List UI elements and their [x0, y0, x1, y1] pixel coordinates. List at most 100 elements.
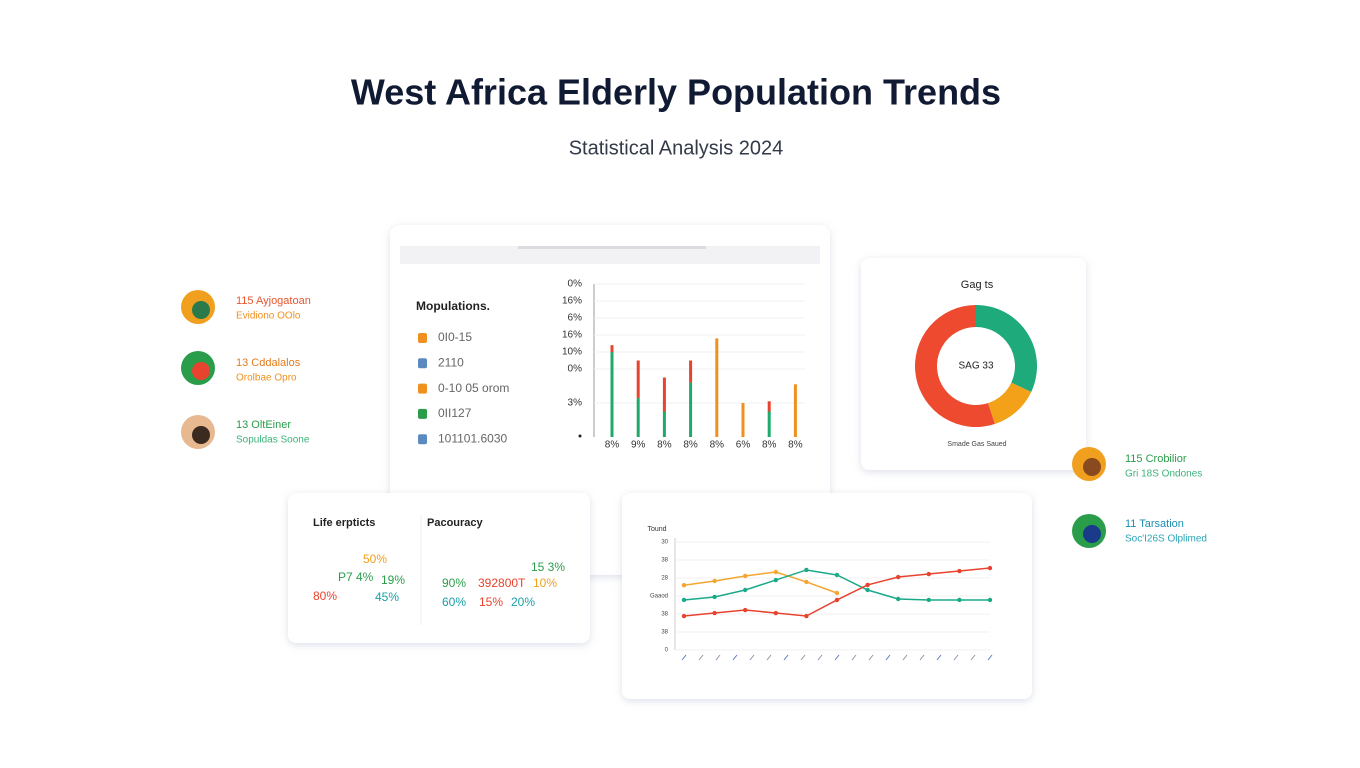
line-point	[743, 587, 748, 593]
x-tick-scribble	[817, 654, 823, 661]
bar-segment	[689, 382, 693, 437]
item-icon	[418, 333, 427, 343]
accuracy-value: 392800T	[478, 576, 526, 590]
donut-note: Smade Gas Saued	[947, 441, 1006, 448]
stat-subtitle: Sopuldas Soone	[236, 435, 310, 446]
life-panel	[288, 493, 590, 643]
accuracy-value: 15 3%	[531, 560, 565, 574]
x-tick-scribble	[902, 654, 908, 661]
line-point	[804, 579, 809, 585]
line-point	[957, 597, 962, 603]
line-point	[681, 597, 687, 603]
x-tick-scribble	[698, 654, 704, 661]
panel-title: Life erpticts	[313, 517, 375, 529]
line-point	[773, 577, 778, 583]
panel-header-bar	[400, 246, 820, 264]
stat-subtitle: Orolbae Opro	[236, 373, 297, 384]
bar-segment	[662, 377, 666, 412]
item-icon	[418, 383, 427, 394]
x-tick-scribble	[919, 654, 925, 661]
line-point	[896, 574, 901, 580]
population-item: 0I0-15	[438, 330, 472, 344]
bar-segment	[767, 411, 771, 437]
line-point	[834, 572, 840, 578]
y-tick-label: 16%	[562, 296, 582, 307]
x-tick-scribble	[834, 654, 840, 661]
y-tick-label: 38	[661, 558, 668, 564]
item-icon	[418, 408, 427, 419]
x-tick-scribble	[970, 654, 976, 661]
stat-title: 115 Ayjogatoan	[236, 295, 311, 307]
line-point	[743, 573, 748, 579]
avatar-detail	[1083, 458, 1101, 476]
line-point	[681, 613, 687, 619]
population-item: 0II127	[438, 406, 472, 420]
donut-segment	[988, 382, 1032, 425]
avatar-detail	[192, 362, 210, 380]
line-point	[773, 569, 778, 575]
x-tick-scribble	[800, 654, 806, 661]
bar-segment	[636, 360, 640, 398]
line-point	[712, 610, 717, 616]
line-point	[743, 607, 748, 613]
page-title: West Africa Elderly Population Trends	[351, 72, 1001, 113]
bar-segment	[610, 352, 614, 437]
content: 115 Ayjogatoan Evidiono OOlo 13 Cddalalos O…	[181, 279, 1207, 661]
accuracy-value: 90%	[442, 576, 466, 590]
item-icon	[418, 434, 427, 445]
y-tick-label: 3%	[568, 398, 583, 409]
life-value: 50%	[363, 552, 387, 566]
line-point	[865, 582, 870, 588]
line-point	[804, 567, 809, 573]
stat-subtitle: Soc'I26S Olplimed	[1125, 534, 1207, 545]
bar-segment	[636, 397, 640, 437]
bar-segment	[662, 411, 666, 437]
line-point	[804, 613, 809, 619]
population-item: 2110	[438, 355, 464, 369]
y-tick-label: 16%	[562, 330, 582, 341]
line-point	[987, 565, 993, 571]
stat-subtitle: Evidiono OOlo	[236, 311, 301, 322]
life-value: 19%	[381, 573, 405, 587]
line-series	[683, 571, 838, 594]
y-tick-label: 38	[661, 612, 668, 618]
line-point	[987, 597, 993, 603]
x-tick-scribble	[936, 654, 942, 661]
y-tick-label: Gaaod	[650, 594, 668, 600]
y-tick-label: 38	[661, 630, 668, 636]
bar-segment	[793, 384, 797, 437]
line-point	[957, 568, 962, 574]
life-value: P7 4%	[338, 570, 374, 584]
bar-segment	[610, 345, 614, 352]
stat-title: 13 OltEiner	[236, 419, 291, 431]
accuracy-value: 10%	[533, 576, 557, 590]
x-tick-scribble	[885, 654, 891, 661]
page-subtitle: Statistical Analysis 2024	[569, 137, 784, 159]
x-tick-label: 8%	[710, 440, 725, 451]
line-point	[926, 571, 931, 577]
x-tick-label: 8%	[605, 440, 620, 451]
x-tick-scribble	[766, 654, 772, 661]
x-tick-scribble	[987, 654, 993, 661]
donut-title: Gag ts	[961, 279, 994, 291]
item-icon	[418, 358, 427, 369]
axis-title: Tound	[647, 526, 666, 533]
bar-segment	[741, 403, 745, 437]
x-tick-scribble	[715, 654, 721, 661]
life-value: 80%	[313, 589, 337, 603]
main-panel	[390, 225, 830, 575]
avatar-detail	[1083, 525, 1101, 543]
stat-title: 13 Cddalalos	[236, 357, 301, 369]
x-tick-scribble	[681, 654, 687, 661]
y-tick-label: 0	[665, 648, 669, 654]
panel-header-line	[518, 246, 706, 249]
donut-segment	[976, 305, 1037, 392]
population-item: 101101.6030	[438, 431, 508, 445]
line-point	[834, 597, 840, 603]
stat-title: 11 Tarsation	[1125, 518, 1184, 530]
panel-title: Mopulations.	[416, 299, 490, 313]
stat-subtitle: Gri 18S Ondones	[1125, 469, 1202, 480]
x-tick-label: 8%	[788, 440, 803, 451]
avatar-detail	[192, 426, 210, 444]
